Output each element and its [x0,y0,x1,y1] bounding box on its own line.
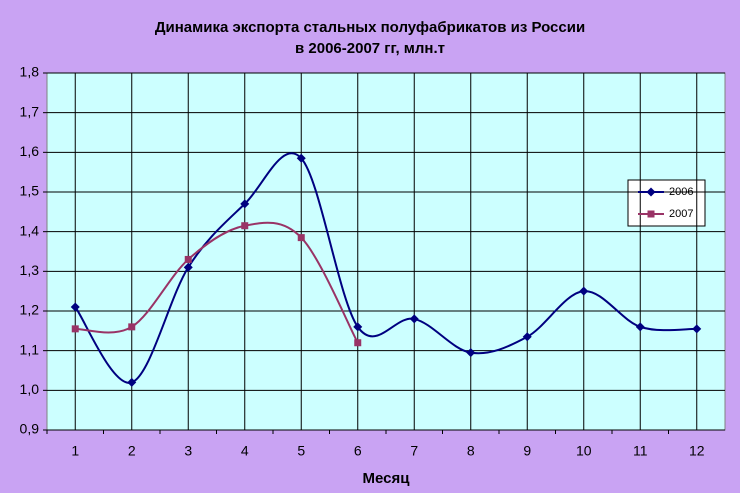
x-tick-label: 11 [633,443,648,459]
x-tick-label: 9 [523,443,531,459]
marker [184,255,192,263]
marker [522,332,532,342]
marker [297,234,305,242]
x-tick-label: 3 [184,443,192,459]
marker [183,262,193,272]
marker [70,302,80,312]
marker [354,339,362,347]
marker [692,324,702,334]
marker [127,377,137,387]
marker [296,153,306,163]
legend [627,179,706,227]
marker [466,348,476,358]
y-tick-label: 1,4 [20,222,40,238]
y-tick-label: 0,9 [20,421,40,437]
legend-label: 2006 [669,186,693,198]
marker [635,322,645,332]
marker [128,323,136,331]
marker [647,210,655,218]
marker [579,286,589,296]
marker [409,314,419,324]
x-axis-label: Месяц [363,470,411,487]
x-tick-label: 4 [241,443,249,459]
marker [71,325,79,333]
y-tick-label: 1,5 [20,183,40,199]
legend-label: 2007 [669,208,693,220]
plot-area [46,72,726,431]
y-tick-label: 1,7 [20,103,40,119]
x-tick-label: 2 [128,443,136,459]
marker [240,199,250,209]
y-tick-label: 1,6 [20,143,40,159]
y-tick-label: 1,1 [20,341,40,357]
x-tick-label: 1 [71,443,79,459]
marker [646,187,656,197]
x-tick-label: 10 [576,443,592,459]
y-tick-label: 1,0 [20,381,40,397]
chart-title: Динамика экспорта стальных полуфабрикато… [155,19,585,36]
x-tick-label: 7 [410,443,418,459]
x-tick-label: 5 [297,443,305,459]
marker [241,222,249,230]
x-tick-label: 12 [689,443,705,459]
y-tick-label: 1,8 [20,64,40,80]
chart-title: в 2006-2007 гг, млн.т [295,40,445,57]
y-tick-label: 1,3 [20,262,40,278]
y-tick-label: 1,2 [20,302,40,318]
marker [353,322,363,332]
x-tick-label: 6 [354,443,362,459]
x-tick-label: 8 [467,443,475,459]
